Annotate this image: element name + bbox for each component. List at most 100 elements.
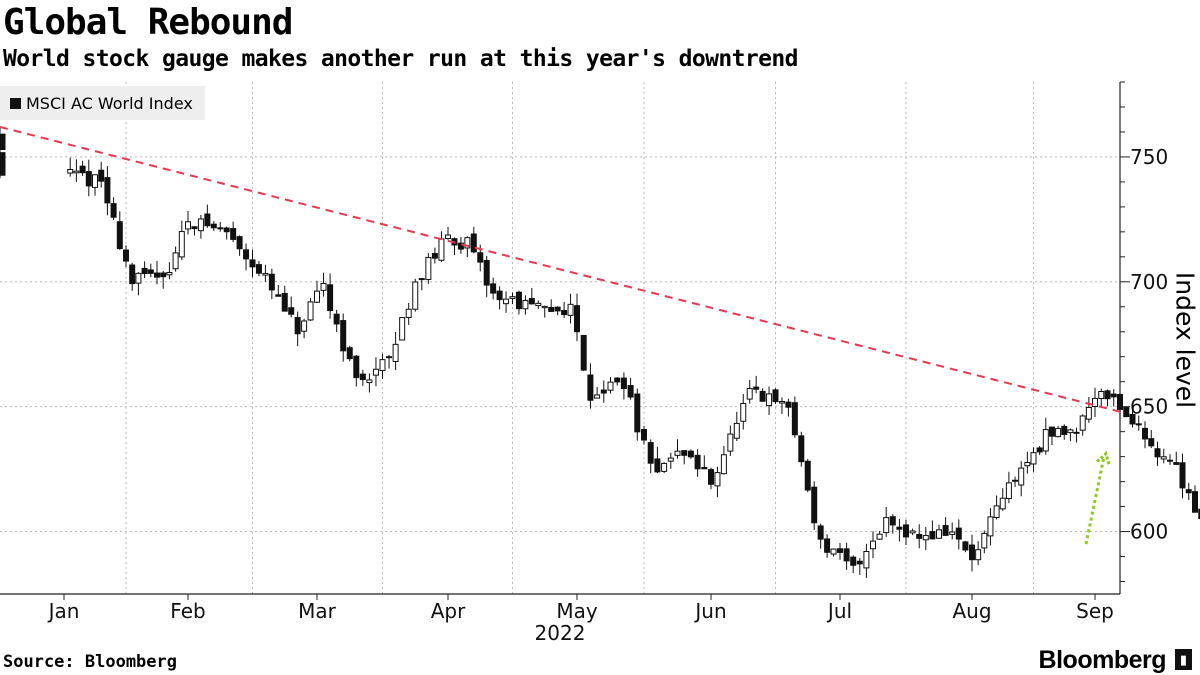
downtrend-line bbox=[0, 125, 1121, 413]
candle-body bbox=[942, 525, 949, 536]
candle-body bbox=[674, 450, 681, 456]
candle-body bbox=[909, 530, 916, 534]
candle-body bbox=[634, 393, 641, 433]
candle-body bbox=[79, 165, 86, 174]
candle-body bbox=[1110, 393, 1117, 398]
y-axis-title: Index level bbox=[1170, 271, 1200, 409]
candle-body bbox=[503, 298, 510, 305]
chart-title: Global Rebound bbox=[3, 2, 293, 43]
candle-body bbox=[999, 497, 1006, 510]
candle-body bbox=[515, 291, 522, 310]
candle-body bbox=[969, 544, 975, 561]
candle-body bbox=[445, 234, 451, 239]
x-tick-label: Sep bbox=[1076, 599, 1114, 623]
candle-body bbox=[372, 368, 379, 376]
candle-body bbox=[1061, 425, 1068, 435]
candle-body bbox=[92, 174, 98, 188]
chart-subtitle: World stock gauge makes another run at t… bbox=[3, 46, 798, 72]
candle-body bbox=[701, 466, 708, 470]
y-tick-label: 600 bbox=[1130, 520, 1168, 544]
candle-body bbox=[346, 347, 353, 360]
candle-body bbox=[147, 269, 154, 274]
candle-body bbox=[798, 435, 805, 463]
candle-body bbox=[720, 454, 727, 475]
candle-body bbox=[1073, 431, 1080, 434]
candle-body bbox=[535, 302, 542, 307]
candle-body bbox=[817, 525, 824, 540]
candle-body bbox=[1104, 390, 1111, 400]
candle-body bbox=[1198, 508, 1200, 520]
candle-body bbox=[850, 556, 857, 566]
candle-body bbox=[0, 133, 6, 144]
source-note: Source: Bloomberg bbox=[3, 652, 177, 672]
candle-body bbox=[949, 531, 956, 535]
candle-body bbox=[0, 165, 6, 176]
candle-body bbox=[661, 462, 668, 472]
candle-body bbox=[554, 306, 561, 312]
candle-body bbox=[863, 550, 870, 569]
candle-body bbox=[386, 356, 393, 359]
candle-body bbox=[759, 390, 766, 402]
candle-body bbox=[320, 282, 327, 291]
candle-body bbox=[98, 169, 105, 182]
candle-body bbox=[654, 458, 661, 473]
candle-body bbox=[129, 264, 136, 285]
candle-body bbox=[217, 227, 224, 230]
candle-body bbox=[667, 457, 674, 462]
candle-body bbox=[727, 433, 734, 452]
brand-logo: Bloomberg bbox=[1038, 646, 1167, 674]
candle-body bbox=[249, 259, 256, 268]
candle-body bbox=[172, 252, 179, 270]
candle-body bbox=[975, 549, 982, 561]
candle-body bbox=[936, 529, 942, 539]
candle-body bbox=[281, 292, 288, 312]
candle-body bbox=[412, 281, 419, 310]
candle-body bbox=[470, 233, 477, 253]
candle-body bbox=[681, 450, 688, 456]
candle-body bbox=[197, 218, 204, 232]
candle-body bbox=[340, 320, 347, 352]
candle-body bbox=[104, 177, 111, 204]
candle-body bbox=[811, 486, 818, 524]
candle-body bbox=[1048, 426, 1055, 437]
candle-body bbox=[262, 272, 269, 276]
candle-body bbox=[268, 273, 275, 291]
candle-body bbox=[791, 402, 798, 436]
candle-body bbox=[1018, 467, 1025, 486]
candle-body bbox=[627, 385, 634, 398]
x-tick-label: May bbox=[556, 599, 598, 623]
candle-body bbox=[1042, 429, 1049, 452]
candle-body bbox=[837, 548, 843, 553]
candle-body bbox=[496, 290, 503, 301]
candle-body bbox=[1179, 462, 1186, 489]
candle-body bbox=[962, 541, 969, 551]
candle-body bbox=[889, 516, 896, 526]
candle-body bbox=[1135, 423, 1142, 426]
candle-body bbox=[766, 393, 773, 407]
candle-body bbox=[1098, 390, 1105, 400]
candle-body bbox=[753, 386, 760, 390]
candle-body bbox=[425, 256, 432, 281]
candle-body bbox=[483, 260, 490, 286]
candle-body bbox=[438, 238, 445, 261]
candle-body bbox=[1055, 427, 1062, 438]
candle-body bbox=[903, 524, 909, 538]
candle-body bbox=[366, 379, 373, 384]
x-tick-label: Jul bbox=[826, 599, 852, 623]
candle-body bbox=[1154, 448, 1161, 458]
candle-body bbox=[1185, 489, 1192, 494]
candle-body bbox=[1024, 462, 1031, 467]
legend-label: MSCI AC World Index bbox=[26, 93, 193, 113]
candle-body bbox=[0, 142, 6, 150]
candle-body bbox=[896, 526, 903, 530]
candle-body bbox=[204, 213, 211, 227]
y-tick-label: 750 bbox=[1130, 145, 1168, 169]
candle-body bbox=[230, 228, 237, 240]
candle-body bbox=[772, 389, 779, 403]
candle-body bbox=[708, 469, 714, 485]
candle-body bbox=[210, 223, 217, 229]
rebound-arrow-head bbox=[1096, 450, 1111, 466]
candle-body bbox=[477, 252, 484, 263]
candle-body bbox=[1067, 429, 1074, 434]
